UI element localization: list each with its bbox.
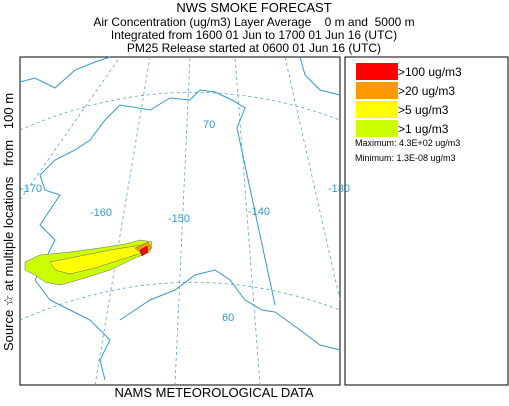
grid-label: -140 [248, 206, 270, 218]
grid-label: 70 [203, 119, 215, 131]
grid-label: -170 [20, 183, 42, 195]
legend-swatch [356, 120, 398, 137]
grid-label: -130 [328, 183, 350, 195]
legend-label: >1 ug/m3 [398, 122, 449, 136]
legend-swatch [356, 82, 398, 99]
legend-swatch [356, 63, 398, 80]
map-frame [19, 56, 341, 386]
smoke-plume [24, 239, 153, 286]
grid-label: -160 [90, 207, 112, 219]
graticule [19, 56, 341, 386]
legend-label: >5 ug/m3 [398, 103, 449, 117]
release: PM25 Release started at 0600 01 Jun 16 (… [127, 41, 381, 55]
footer: NAMS METEOROLOGICAL DATA [114, 385, 313, 400]
title: NWS SMOKE FORECAST [176, 0, 331, 15]
legend-swatch [356, 101, 398, 118]
maximum: Maximum: 4.3E+02 ug/m3 [355, 138, 460, 148]
legend-label: >20 ug/m3 [398, 84, 455, 98]
integration: Integrated from 1600 01 Jun to 1700 01 J… [111, 28, 397, 42]
plume-core [139, 245, 149, 257]
subtitle: Air Concentration (ug/m3) Layer Average … [93, 15, 414, 29]
grid-label: -150 [168, 213, 190, 225]
grid-label: 60 [222, 312, 234, 324]
legend-box [344, 56, 509, 386]
minimum: Minimum: 1.3E-08 ug/m3 [355, 153, 456, 163]
coastline [19, 56, 341, 381]
source-label: Source ☆ at multiple locations from 100 … [1, 93, 16, 351]
legend-label: >100 ug/m3 [398, 65, 462, 79]
